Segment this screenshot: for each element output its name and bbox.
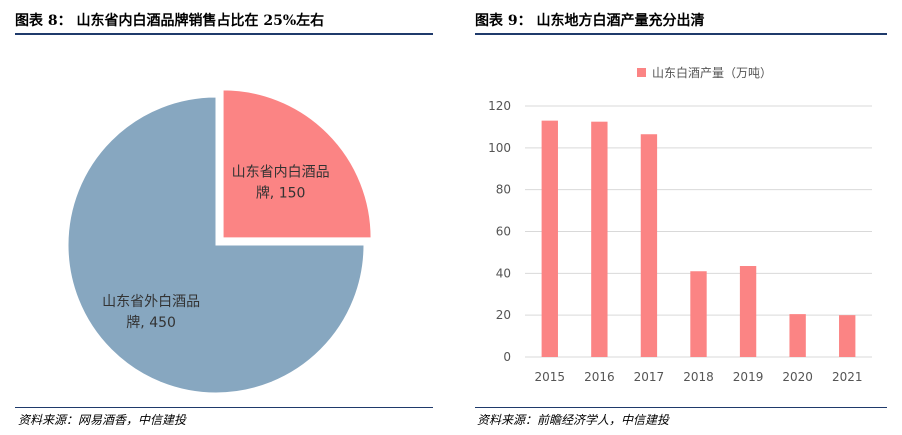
bar-2021	[839, 315, 856, 357]
pie-label-outside-line2: 牌, 450	[126, 314, 176, 331]
bar-2019	[739, 266, 757, 357]
left-source-note: 资料来源：网易酒香，中信建投	[18, 413, 187, 427]
y-tick-label-100: 100	[488, 141, 511, 155]
x-tick-label-2020: 2020	[782, 370, 813, 384]
bar-2020	[789, 314, 806, 357]
y-tick-label-80: 80	[496, 183, 511, 197]
right-chart-title: 图表 9： 山东地方白酒产量充分出清	[475, 13, 705, 29]
bar-chart: 0 20 40 60 80 100 120 2015 2016 2017 2018 2019 2020 2…	[488, 65, 872, 384]
x-tick-label-2015: 2015	[535, 370, 566, 384]
pie-label-outside-line1: 山东省外白酒品	[102, 294, 200, 310]
pie-label-inside-line2: 牌, 150	[256, 184, 306, 201]
y-tick-label-20: 20	[496, 308, 511, 322]
y-tick-label-40: 40	[496, 266, 511, 280]
x-tick-label-2017: 2017	[634, 370, 665, 384]
legend-label: 山东白酒产量（万吨）	[652, 65, 772, 80]
pie-slice-outside	[67, 96, 365, 394]
right-source-rule	[475, 407, 887, 408]
y-tick-label-60: 60	[496, 225, 511, 239]
y-tick-label-0: 0	[503, 350, 511, 364]
right-source-note: 资料来源：前瞻经济学人，中信建投	[477, 413, 670, 427]
legend-swatch	[637, 68, 646, 77]
x-tick-label-2019: 2019	[733, 370, 764, 384]
bar-2018	[690, 271, 707, 357]
left-source-rule	[15, 407, 433, 408]
bar-2017	[640, 134, 658, 357]
x-tick-label-2018: 2018	[683, 370, 714, 384]
bar-2015	[541, 120, 558, 358]
y-tick-label-120: 120	[488, 99, 511, 113]
x-tick-label-2021: 2021	[832, 370, 863, 384]
right-title-rule	[475, 33, 887, 35]
pie-label-inside-line1: 山东省内白酒品	[232, 164, 330, 180]
bar-2016	[591, 121, 608, 357]
left-chart-title: 图表 8： 山东省内白酒品牌销售占比在 25%左右	[15, 13, 325, 29]
x-tick-label-2016: 2016	[584, 370, 615, 384]
pie-slice-inside	[222, 89, 372, 239]
left-title-rule	[15, 33, 433, 35]
